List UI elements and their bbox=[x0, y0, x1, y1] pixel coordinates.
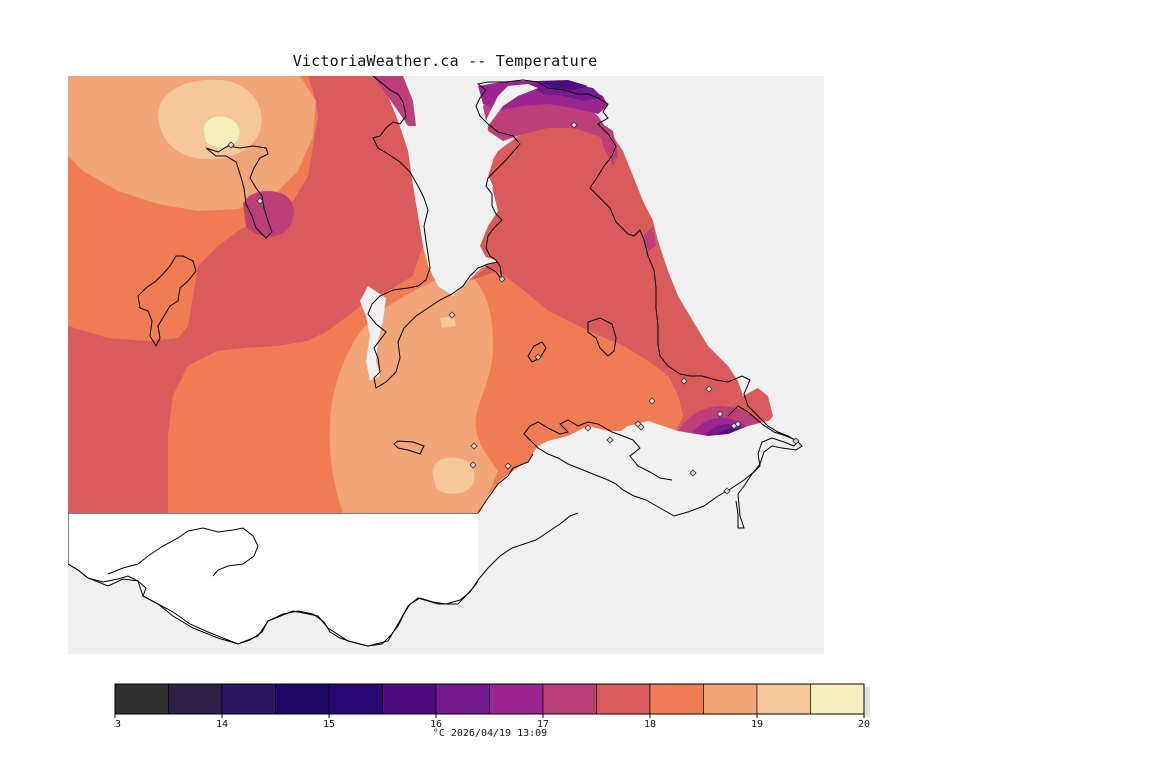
island-center bbox=[393, 440, 425, 455]
colorbar-tick-label: 19 bbox=[751, 719, 763, 729]
station-marker bbox=[792, 437, 800, 445]
island-west bbox=[137, 255, 197, 348]
water-northeast bbox=[403, 76, 824, 654]
station-marker bbox=[648, 397, 656, 405]
coast-south bbox=[477, 453, 534, 514]
station-markers bbox=[227, 121, 800, 495]
temperature-field bbox=[68, 76, 773, 513]
colorbar-tick-label: 18 bbox=[644, 719, 656, 729]
colorbar-bin bbox=[435, 683, 490, 715]
coastlines bbox=[68, 76, 803, 647]
water-inlet-west bbox=[360, 286, 386, 381]
colorbar-bins bbox=[114, 683, 865, 715]
colorbar-bin bbox=[168, 683, 223, 715]
colorbar-tick-label: 17 bbox=[537, 719, 549, 729]
station-marker bbox=[689, 469, 697, 477]
coast-south-inner bbox=[107, 527, 259, 577]
station-marker bbox=[504, 462, 512, 470]
field-west-17.5 bbox=[68, 76, 423, 513]
colorbar-bin bbox=[542, 683, 597, 715]
field-west-17-spot bbox=[243, 191, 294, 237]
station-marker bbox=[637, 423, 645, 431]
station-marker bbox=[716, 410, 724, 418]
station-marker bbox=[705, 385, 713, 393]
station-marker bbox=[448, 311, 456, 319]
field-west-19.5 bbox=[204, 116, 240, 148]
station-marker bbox=[498, 275, 506, 283]
colorbar-tick-label: 13 bbox=[114, 719, 121, 729]
map-title: VictoriaWeather.ca -- Temperature bbox=[292, 52, 598, 70]
temperature-colorbar: 13 14 15 16 17 18 19 20 bbox=[114, 683, 870, 729]
colorbar-tick-label: 14 bbox=[216, 719, 228, 729]
colorbar-shadow bbox=[864, 687, 870, 717]
colorbar-bin bbox=[221, 683, 276, 715]
field-center-19-small bbox=[440, 316, 456, 328]
station-marker bbox=[584, 424, 592, 432]
legend-caption: °C 2026/04/19 13:09 bbox=[432, 728, 548, 739]
colorbar-tick-label: 20 bbox=[858, 719, 870, 729]
station-marker bbox=[723, 487, 731, 495]
station-marker bbox=[734, 420, 742, 428]
coast-peninsula bbox=[475, 79, 799, 517]
station-marker bbox=[606, 436, 614, 444]
colorbar-ticks: 13 14 15 16 17 18 19 20 bbox=[114, 714, 870, 729]
colorbar-bin bbox=[275, 683, 330, 715]
field-peninsula-north-15.5 bbox=[538, 80, 588, 90]
island-north bbox=[205, 145, 273, 239]
colorbar-bin bbox=[756, 683, 811, 715]
station-marker bbox=[534, 353, 542, 361]
coast-east-tip bbox=[727, 405, 803, 529]
colorbar-bin bbox=[328, 683, 383, 715]
colorbar-bin bbox=[596, 683, 651, 715]
temperature-map bbox=[68, 76, 824, 654]
station-marker bbox=[227, 141, 235, 149]
station-marker bbox=[570, 121, 578, 129]
colorbar-frame bbox=[114, 683, 865, 715]
station-marker bbox=[680, 377, 688, 385]
colorbar-tick-label: 15 bbox=[323, 719, 335, 729]
field-center-19 bbox=[432, 457, 475, 494]
colorbar-bin bbox=[649, 683, 704, 715]
station-marker bbox=[469, 461, 477, 469]
colorbar-tick-label: 16 bbox=[430, 719, 442, 729]
island-south-coast bbox=[68, 512, 579, 647]
field-east-edge-17 bbox=[643, 226, 656, 251]
field-peninsula-17.5 bbox=[468, 121, 743, 416]
colorbar-bin bbox=[703, 683, 758, 715]
water-inlet-center bbox=[423, 84, 538, 296]
island-peninsula-east bbox=[587, 317, 617, 357]
coast-west-inlet bbox=[367, 76, 499, 389]
colorbar-bin bbox=[382, 683, 437, 715]
colorbar-bin bbox=[810, 683, 865, 715]
colorbar-bin bbox=[114, 683, 169, 715]
station-marker bbox=[256, 197, 264, 205]
station-marker bbox=[470, 442, 478, 450]
colorbar-bin bbox=[489, 683, 544, 715]
